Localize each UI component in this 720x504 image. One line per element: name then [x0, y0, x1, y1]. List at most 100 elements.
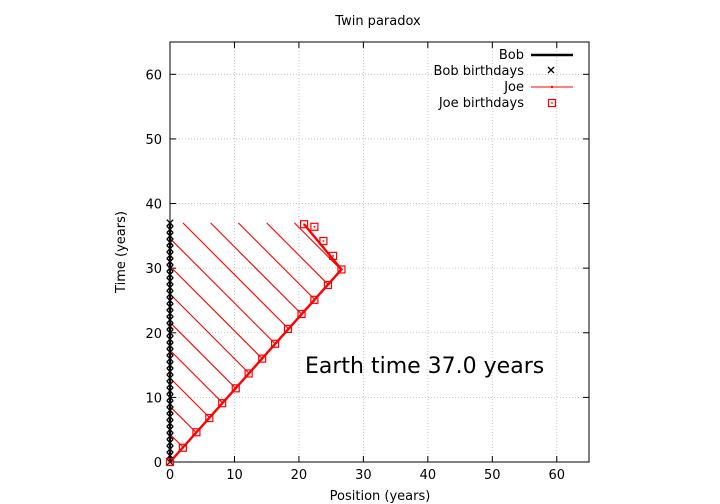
x-tick-label: 10 [226, 468, 243, 483]
joe-worldline [169, 223, 344, 463]
joe-birthday-point [205, 413, 214, 423]
joe-birthday-point [283, 324, 293, 333]
joe-signal-line [210, 222, 302, 315]
bob-birthday-point [166, 438, 174, 447]
joe-signal-line [169, 322, 237, 389]
legend-sample-joe-dot [550, 85, 554, 89]
bob-birthday-point [166, 335, 174, 343]
bob-birthday-point [166, 238, 174, 246]
joe-birthday-point-center [313, 298, 316, 301]
joe-birthday-point [337, 265, 346, 274]
joe-birthday-point-center [332, 254, 334, 257]
bob-birthday-point [166, 374, 174, 382]
bob-birthday-point [166, 342, 174, 350]
joe-birthday-point-center [195, 431, 198, 434]
bob-birthday-point [166, 290, 174, 298]
y-tick-label: 30 [145, 262, 162, 277]
chart-title: Twin paradox [334, 14, 421, 29]
x-tick-label: 60 [548, 468, 565, 483]
x-tick-label: 40 [420, 468, 437, 483]
joe-birthday-point-center [322, 240, 325, 242]
bob-birthday-point [166, 348, 174, 356]
joe-signal-line [182, 222, 289, 329]
legend-label-bob-birthdays: Bob birthdays [434, 64, 525, 79]
y-tick-label: 50 [145, 133, 162, 148]
joe-birthday-point [218, 399, 227, 408]
bob-birthday-point [166, 354, 174, 363]
joe-birthday-point-center [247, 372, 250, 375]
legend-label-joe: Joe [503, 80, 524, 95]
joe-birthday-point [323, 280, 333, 290]
x-tick-label: 0 [166, 468, 174, 483]
joe-birthday-point-center [234, 387, 237, 390]
joe-birthday-point-center [261, 357, 264, 360]
joe-birthday-point-center [274, 342, 276, 345]
legend-sample-bob-birthdays [547, 66, 555, 74]
joe-birthday-point [299, 220, 309, 229]
joe-signal-line [294, 222, 342, 271]
x-tick-label: 30 [355, 468, 372, 483]
joe-birthday-point-center [181, 446, 184, 449]
bob-birthday-point [166, 367, 174, 376]
bob-birthday-point [166, 445, 174, 453]
bob-birthday-point [166, 387, 174, 395]
joe-birthday-point-center [287, 327, 289, 330]
joe-birthday-point-center [221, 402, 224, 405]
joe-birthday-point [328, 251, 338, 260]
bob-birthday-point [166, 413, 174, 421]
y-axis-label: Time (years) [114, 211, 129, 294]
bob-birthday-point [166, 380, 174, 389]
bob-birthday-point [166, 283, 174, 292]
bob-birthday-point [166, 393, 174, 402]
legend-sample-joe-birthdays [547, 98, 557, 108]
legend-sample-joe-birthdays-center [551, 102, 553, 104]
bob-birthday-point [166, 309, 174, 318]
joe-signal-line [169, 377, 210, 418]
legend-label-bob: Bob [499, 48, 524, 63]
joe-signal-line [169, 433, 184, 448]
bob-birthday-point [166, 322, 174, 330]
joe-birthday-point [297, 309, 306, 319]
bob-birthday-point [166, 451, 174, 460]
joe-birthday-point-center [300, 313, 303, 315]
bob-birthday-point [166, 316, 174, 324]
joe-birthday-point [270, 339, 280, 348]
bob-birthday-point [166, 251, 174, 259]
joe-birthday-point [165, 457, 175, 467]
joe-signal-line [169, 293, 250, 374]
joe-birthday-point [178, 443, 187, 452]
joe-birthday-point-center [313, 225, 316, 228]
y-tick-label: 40 [145, 198, 162, 213]
x-axis-label: Position (years) [330, 489, 431, 504]
joe-birthday-point [258, 354, 267, 363]
legend: Bob Bob birthdays Joe Joe birthdays [434, 48, 573, 111]
bob-birthday-point [166, 426, 174, 434]
bob-birthday-point [166, 270, 174, 279]
bob-birthday-point [166, 245, 174, 253]
joe-birthday-point [244, 369, 253, 378]
legend-label-joe-birthdays: Joe birthdays [438, 96, 524, 111]
bob-birthday-point [166, 406, 174, 414]
joe-birthday-point [231, 384, 240, 393]
bob-birthday-point [166, 225, 174, 234]
joe-birthday-point [192, 428, 201, 437]
bob-birthday-point [166, 329, 174, 337]
joe-signal-line [169, 349, 223, 403]
bob-birthday-point [166, 264, 174, 272]
bob-birthday-point [166, 219, 174, 227]
joe-signal-line [169, 406, 197, 434]
x-tick-label: 20 [291, 468, 308, 483]
y-tick-label: 60 [145, 68, 162, 83]
bob-birthday-point [166, 296, 174, 305]
y-tick-label: 0 [154, 456, 162, 471]
bob-birthday-point [166, 303, 174, 311]
joe-signal-line [169, 265, 263, 360]
joe-birthday-point [319, 236, 328, 246]
x-tick-label: 50 [484, 468, 501, 483]
joe-signal-line [266, 222, 329, 285]
joe-signal-line [169, 238, 276, 345]
bob-birthday-point [166, 419, 174, 427]
joe-signal-line [237, 222, 315, 300]
y-tick-label: 10 [145, 391, 162, 406]
